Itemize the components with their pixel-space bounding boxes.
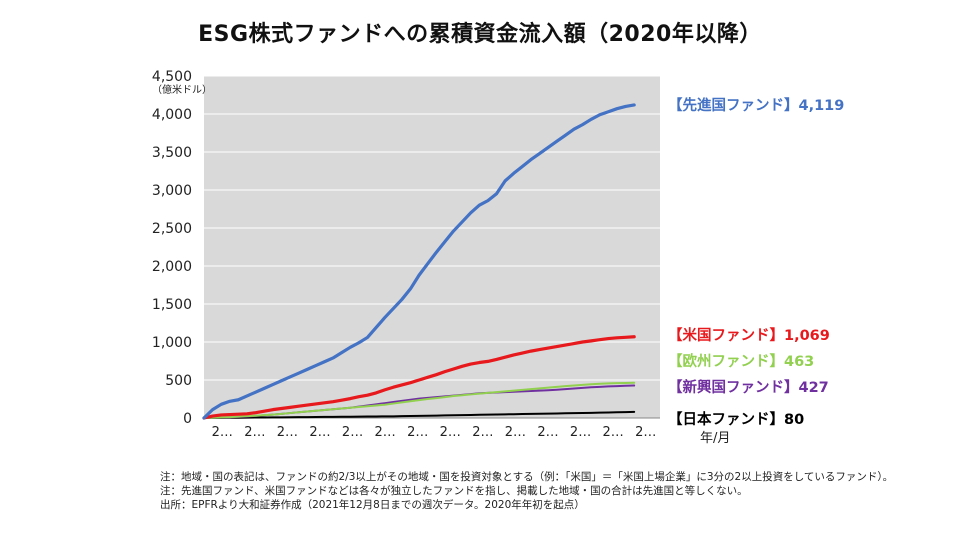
series-label-2: 【欧州ファンド】463 (668, 352, 814, 370)
footnotes: 注：地域・国の表記は、ファンドの約2/3以上がその地域・国を投資対象とする（例：… (160, 470, 900, 512)
y-tick-label: 0 (183, 411, 192, 427)
series-line-2 (203, 381, 636, 419)
y-tick-label: 4,000 (152, 107, 192, 123)
y-tick-label: 4,500 (152, 69, 192, 85)
x-tick-label: 2… (277, 425, 298, 440)
x-axis-ticks: 2… 2… 2… 2… 2… 2… 2… 2… 2… 2… 2… 2… 2… 2… (212, 425, 657, 440)
x-tick-label: 2… (505, 425, 526, 440)
gridlines (204, 75, 660, 419)
series-label-1: 【米国ファンド】1,069 (668, 326, 830, 344)
plot-area (204, 76, 660, 418)
note-source: 出所：EPFRより大和証券作成（2021年12月8日までの週次データ。2020年… (160, 499, 585, 511)
x-tick-label: 2… (309, 425, 330, 440)
series-labels: 【先進国ファンド】4,119 【米国ファンド】1,069 【欧州ファンド】463 【新… (668, 96, 844, 428)
y-tick-label: 3,500 (152, 145, 192, 161)
note-region-definition: 注：地域・国の表記は、ファンドの約2/3以上がその地域・国を投資対象とする（例：… (160, 471, 894, 483)
y-axis-ticks: 0 500 1,000 1,500 2,000 2,500 3,000 3,500 4,000 4… (152, 69, 192, 427)
x-tick-label: 2… (244, 425, 265, 440)
x-tick-label: 2… (375, 425, 396, 440)
y-tick-label: 2,500 (152, 221, 192, 237)
chart-title: ESG株式ファンドへの累積資金流入額（2020年以降） (198, 22, 762, 47)
x-tick-label: 2… (472, 425, 493, 440)
y-tick-label: 1,500 (152, 297, 192, 313)
y-tick-label: 2,000 (152, 259, 192, 275)
note-independent-funds: 注：先進国ファンド、米国ファンドなどは各々が独立したファンドを指し、掲載した地域… (160, 485, 748, 497)
y-tick-label: 500 (165, 373, 192, 389)
x-tick-label: 2… (407, 425, 428, 440)
series-line-1 (202, 335, 636, 420)
series-line-0 (202, 103, 636, 420)
x-tick-label: 2… (603, 425, 624, 440)
y-tick-label: 3,000 (152, 183, 192, 199)
x-tick-label: 2… (440, 425, 461, 440)
chart: 0 500 1,000 1,500 2,000 2,500 3,000 3,500 4,000 4… (152, 69, 844, 446)
x-tick-label: 2… (635, 425, 656, 440)
y-tick-label: 1,000 (152, 335, 192, 351)
series-label-4: 【日本ファンド】80 (668, 410, 804, 428)
x-tick-label: 2… (342, 425, 363, 440)
series-line-4 (203, 410, 636, 419)
series-label-3: 【新興国ファンド】427 (668, 378, 829, 396)
x-tick-label: 2… (537, 425, 558, 440)
y-axis-unit: （億米ドル） (152, 83, 212, 96)
x-axis-label: 年/月 (700, 431, 730, 446)
x-tick-label: 2… (570, 425, 591, 440)
x-tick-label: 2… (212, 425, 233, 440)
series-lines (202, 103, 636, 420)
series-label-0: 【先進国ファンド】4,119 (668, 96, 844, 114)
